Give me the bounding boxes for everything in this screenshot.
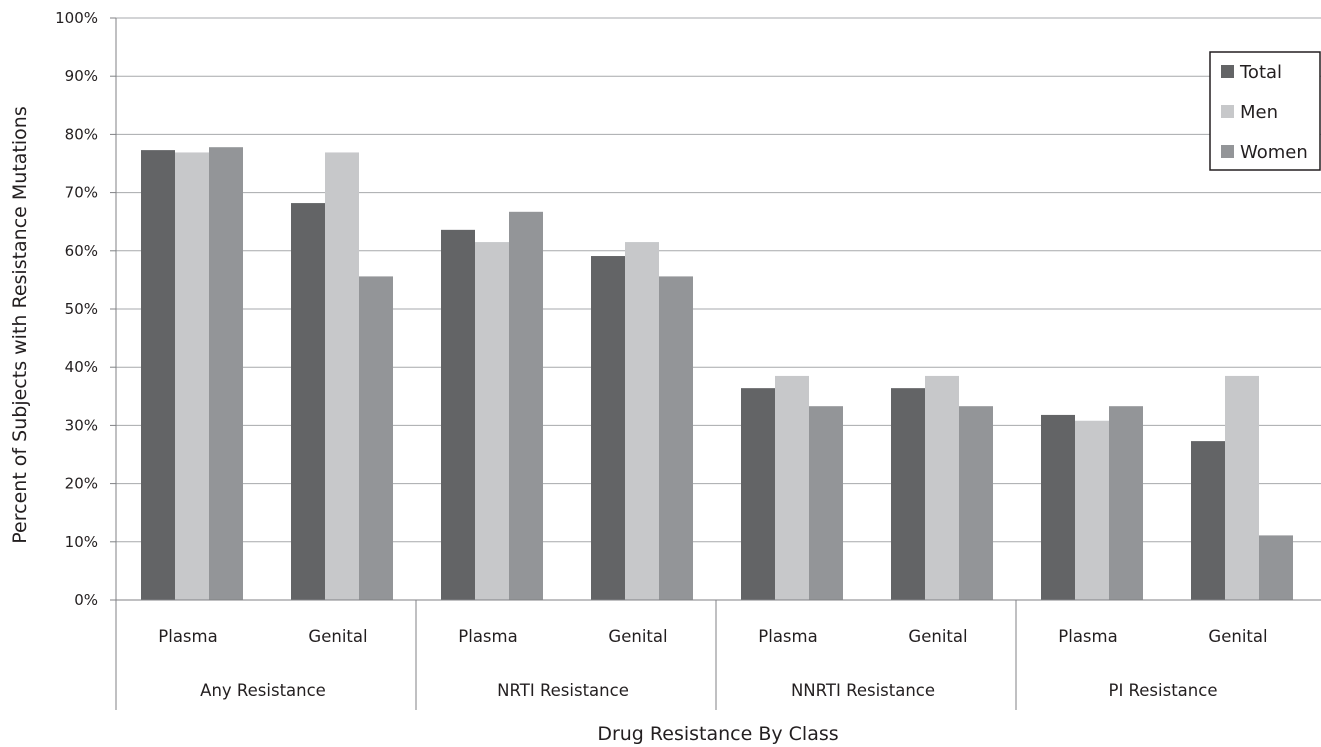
x-axis-title: Drug Resistance By Class [597,723,838,745]
y-tick-label: 30% [65,416,98,434]
y-tick-label: 10% [65,533,98,551]
x-tick-label: Genital [1208,627,1267,646]
group-label: NRTI Resistance [497,681,629,700]
bar-total [1191,441,1225,600]
bar-total [141,150,175,600]
bar-women [1109,406,1143,600]
y-tick-label: 40% [65,358,98,376]
y-tick-label: 0% [74,591,98,609]
bar-total [891,388,925,600]
x-tick-labels: Plasma Genital Plasma Genital Plasma Genital P… [158,627,1267,700]
y-tick-label: 50% [65,300,98,318]
y-tick-label: 100% [55,9,98,27]
x-tick-label: Plasma [758,627,817,646]
bar-women [959,406,993,600]
group-label: NNRTI Resistance [791,681,935,700]
bar-men [925,375,959,600]
x-tick-label: Genital [608,627,667,646]
y-tick-label: 90% [65,67,98,85]
y-tick-label: 20% [65,475,98,493]
legend-swatch-women [1221,145,1234,158]
bar-women [809,406,843,600]
y-tick-labels: 0% 10% 20% 30% 40% 50% 60% 70% 80% 90% 100% [55,9,98,609]
x-tick-label: Plasma [458,627,517,646]
legend-label-total: Total [1239,62,1282,83]
group-label: Any Resistance [200,681,326,700]
bar-women [359,276,393,600]
legend-swatch-total [1221,65,1234,78]
bar-men [475,242,509,600]
bar-total [291,203,325,601]
legend-label-men: Men [1240,102,1278,123]
group-label: PI Resistance [1109,681,1218,700]
bar-total [591,256,625,600]
x-tick-label: Plasma [1058,627,1117,646]
bar-men [1225,375,1259,600]
bar-men [175,152,209,600]
bar-total [741,388,775,600]
y-tick-label: 70% [65,184,98,202]
x-tick-label: Plasma [158,627,217,646]
y-tick-label: 80% [65,125,98,143]
y-axis-title: Percent of Subjects with Resistance Muta… [9,106,31,543]
bar-women [659,276,693,600]
x-tick-label: Genital [308,627,367,646]
legend-label-women: Women [1240,142,1308,163]
bar-total [1041,414,1075,600]
bar-women [209,147,243,601]
bar-men [1075,420,1109,600]
bars [141,147,1293,601]
bar-men [325,152,359,600]
legend-swatch-men [1221,105,1234,118]
bar-women [509,211,543,600]
axes [110,17,1321,710]
bar-men [775,375,809,600]
bar-total [441,229,475,600]
y-tick-label: 60% [65,242,98,260]
bar-women [1259,535,1293,600]
x-tick-label: Genital [908,627,967,646]
legend: Total Men Women [1209,51,1321,171]
bar-men [625,242,659,600]
